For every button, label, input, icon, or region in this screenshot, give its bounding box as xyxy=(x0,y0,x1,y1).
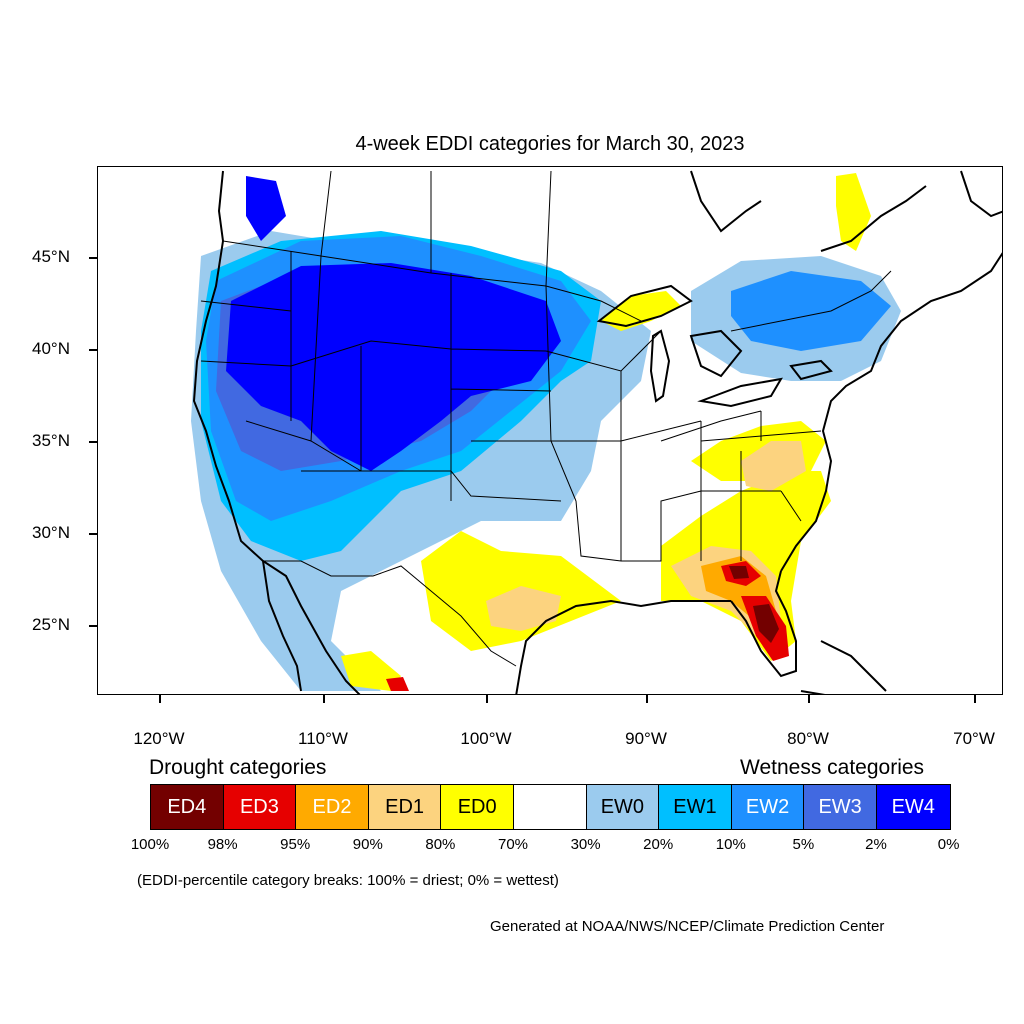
lat-tick xyxy=(89,625,97,627)
category-breaks-note: (EDDI-percentile category breaks: 100% =… xyxy=(137,872,559,889)
percentile-label: 20% xyxy=(643,836,674,853)
lake-huron xyxy=(689,329,743,378)
legend-cell-ed3: ED3 xyxy=(223,785,297,829)
region-ew2-ne xyxy=(731,271,891,351)
lake-erie xyxy=(697,377,783,408)
lake-ontario xyxy=(789,359,833,381)
coastlines xyxy=(192,170,1002,694)
lon-label-100: 100°W xyxy=(460,729,512,748)
percentile-label: 100% xyxy=(130,836,170,853)
percentile-label: 70% xyxy=(497,836,529,853)
west-coastline xyxy=(192,170,361,694)
lat-tick xyxy=(89,441,97,443)
lon-tick xyxy=(159,695,161,703)
lon-label-120: 120°W xyxy=(133,729,185,748)
lon-tick xyxy=(808,695,810,703)
canada-province-lines xyxy=(320,170,552,287)
us-mexico-border xyxy=(263,560,517,667)
florida-coastline xyxy=(730,570,797,678)
lat-label-25: 25°N xyxy=(32,615,70,634)
baja-coastline xyxy=(262,560,302,692)
wetness-categories-heading: Wetness categories xyxy=(740,756,925,779)
drought-categories-heading: Drought categories xyxy=(149,756,327,779)
percentile-label: 95% xyxy=(280,836,311,853)
region-ew4-nw xyxy=(246,176,286,241)
gulf-coastline xyxy=(515,599,731,694)
lon-tick xyxy=(486,695,488,703)
percentile-label: 98% xyxy=(207,836,238,853)
lat-label-40: 40°N xyxy=(32,339,70,358)
percentile-label: 5% xyxy=(792,836,815,853)
us-canada-border xyxy=(222,240,892,332)
legend-cell-ed2: ED2 xyxy=(296,785,369,829)
legend-cell-ew1: EW1 xyxy=(659,785,732,829)
lat-tick xyxy=(89,533,97,535)
region-ed0-michigan xyxy=(601,291,681,331)
lake-michigan xyxy=(649,329,671,403)
legend-cell-ed4: ED4 xyxy=(151,785,224,829)
percentile-label: 90% xyxy=(352,836,383,853)
lon-label-90: 90°W xyxy=(625,729,667,748)
lon-label-70: 70°W xyxy=(953,729,995,748)
credit-line: Generated at NOAA/NWS/NCEP/Climate Predi… xyxy=(490,918,885,935)
canada-coastline xyxy=(690,170,1002,252)
region-ed0-mexico xyxy=(341,651,401,691)
percentile-label: 80% xyxy=(425,836,456,853)
region-ed1-carolinas xyxy=(741,441,806,491)
borders xyxy=(200,170,892,667)
lon-label-80: 80°W xyxy=(787,729,829,748)
east-coastline xyxy=(780,252,1002,572)
legend-color-bar: ED4 ED3 ED2 ED1 ED0 EW0 EW1 EW2 EW3 EW4 xyxy=(150,784,951,830)
lat-label-30: 30°N xyxy=(32,523,70,542)
legend-cell-ed0: ED0 xyxy=(441,785,514,829)
legend-cell-ew2: EW2 xyxy=(731,785,805,829)
state-lines xyxy=(200,251,822,562)
region-ed1-texas xyxy=(486,586,561,631)
map-title: 4-week EDDI categories for March 30, 202… xyxy=(355,133,745,155)
legend-cell-ew0: EW0 xyxy=(586,785,660,829)
lat-label-35: 35°N xyxy=(32,431,70,450)
lat-label-45: 45°N xyxy=(32,247,70,266)
lon-tick xyxy=(323,695,325,703)
region-ed4-florida xyxy=(753,604,779,643)
eddi-shading xyxy=(191,173,901,691)
lat-tick xyxy=(89,349,97,351)
eddi-map xyxy=(191,170,1002,694)
percentile-label: 30% xyxy=(570,836,601,853)
region-ed3-mexico xyxy=(386,677,409,691)
region-ed4-georgia xyxy=(729,566,749,579)
lon-tick xyxy=(974,695,976,703)
caribbean-islands xyxy=(800,640,887,694)
lat-tick xyxy=(89,257,97,259)
percentile-label: 0% xyxy=(937,836,960,853)
lake-superior xyxy=(596,284,693,328)
map-panel xyxy=(97,166,1003,695)
percentile-label: 10% xyxy=(715,836,746,853)
lon-label-110: 110°W xyxy=(298,729,348,748)
legend-cell-normal xyxy=(513,785,587,829)
percentile-label: 2% xyxy=(865,836,887,853)
legend-cell-ew3: EW3 xyxy=(804,785,877,829)
legend-cell-ed1: ED1 xyxy=(368,785,442,829)
legend-cell-ew4: EW4 xyxy=(876,785,950,829)
region-ew4 xyxy=(226,263,561,471)
lon-tick xyxy=(646,695,648,703)
